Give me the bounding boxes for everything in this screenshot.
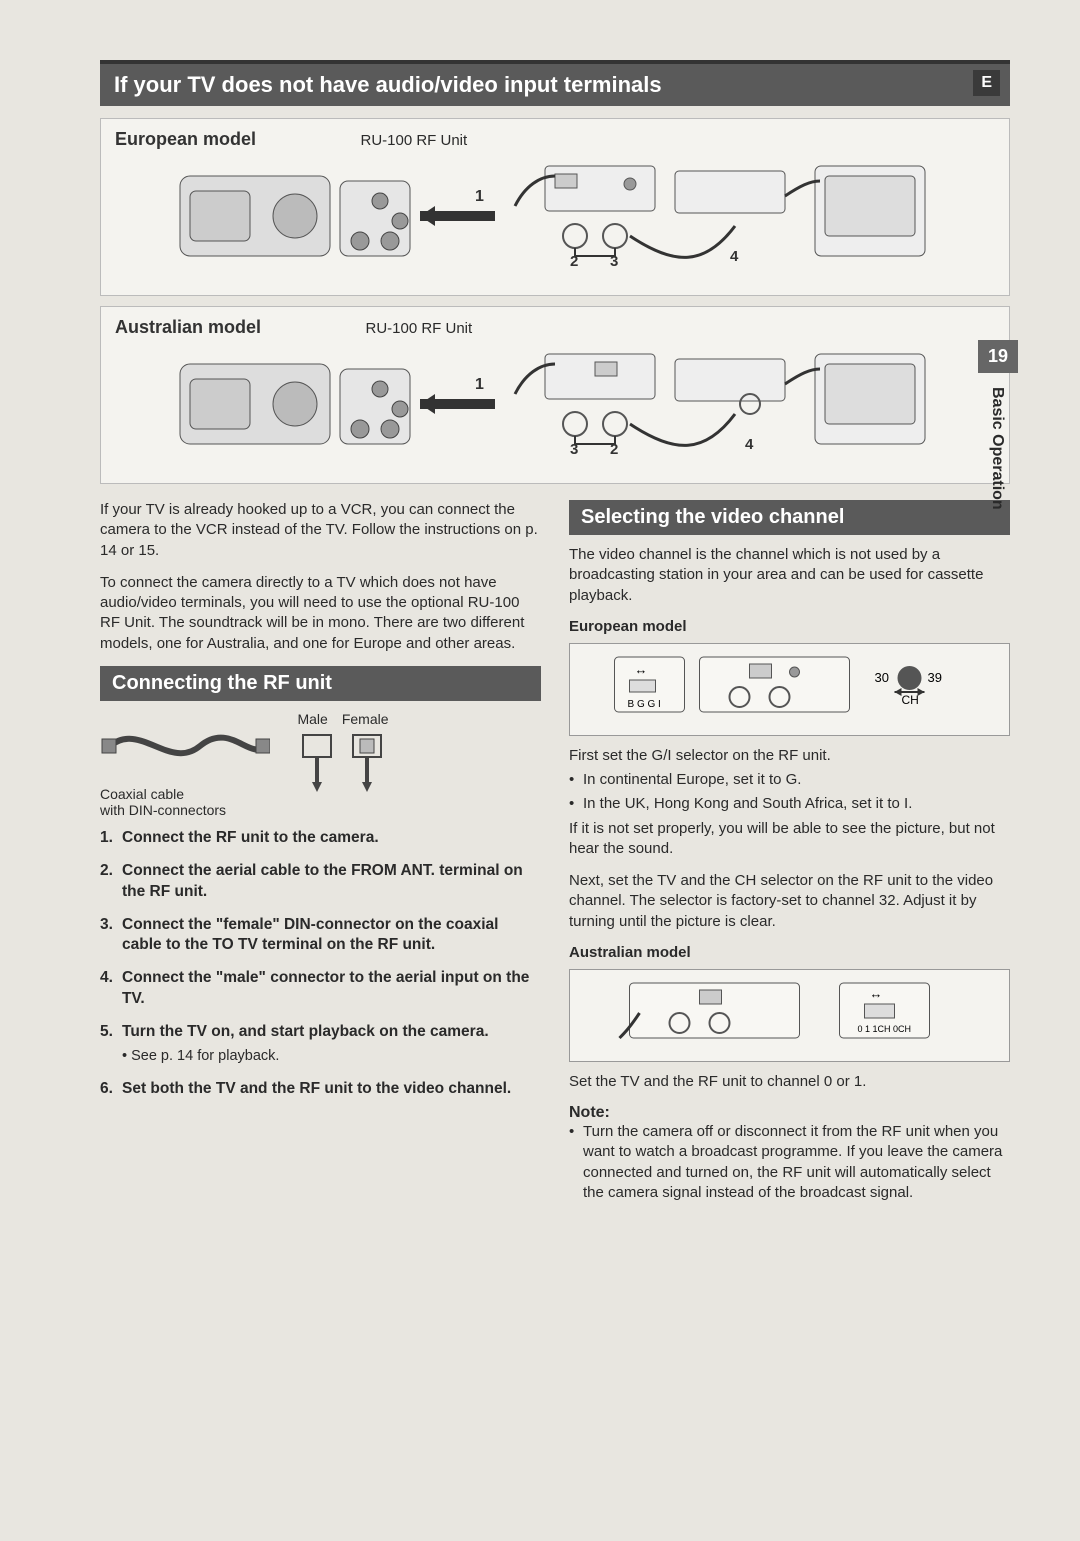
page-number: 19 xyxy=(978,340,1018,373)
diagram-australian: Australian model RU-100 RF Unit 1 3 2 xyxy=(100,306,1010,484)
svg-text:0 1 1CH 0CH: 0 1 1CH 0CH xyxy=(858,1024,912,1034)
euro-body1: First set the G/I selector on the RF uni… xyxy=(569,746,1010,766)
diagram-australian-rf-label: RU-100 RF Unit xyxy=(365,320,472,337)
note-bullets: Turn the camera off or disconnect it fro… xyxy=(569,1122,1010,1203)
male-label: Male xyxy=(297,711,327,727)
steps-list: Connect the RF unit to the camera. Conne… xyxy=(100,828,541,1100)
euro-bullet-1: In continental Europe, set it to G. xyxy=(569,770,1010,790)
svg-text:30: 30 xyxy=(875,670,889,685)
corner-marker: E xyxy=(973,70,1000,96)
step-5: Turn the TV on, and start playback on th… xyxy=(100,1022,541,1066)
svg-text:↔: ↔ xyxy=(635,662,648,677)
aus-body: Set the TV and the RF unit to channel 0 … xyxy=(569,1072,1010,1092)
intro-p1: If your TV is already hooked up to a VCR… xyxy=(100,500,541,561)
euro-bullet-2: In the UK, Hong Kong and South Africa, s… xyxy=(569,794,1010,814)
step-6: Set both the TV and the RF unit to the v… xyxy=(100,1079,541,1100)
diagram-european-title: European model xyxy=(115,129,256,150)
step-2: Connect the aerial cable to the FROM ANT… xyxy=(100,861,541,903)
page-tab: 19 Basic Operation xyxy=(978,340,1018,510)
step-5-sub: • See p. 14 for playback. xyxy=(122,1047,541,1067)
svg-text:CH: CH xyxy=(902,693,919,707)
diagram-australian-title: Australian model xyxy=(115,317,261,338)
selecting-banner: Selecting the video channel xyxy=(569,500,1010,535)
step-3: Connect the "female" DIN-connector on th… xyxy=(100,915,541,957)
svg-text:↔: ↔ xyxy=(870,986,883,1001)
selecting-intro: The video channel is the channel which i… xyxy=(569,545,1010,606)
right-column: Selecting the video channel The video ch… xyxy=(569,500,1010,1207)
euro-body3: Next, set the TV and the CH selector on … xyxy=(569,871,1010,932)
female-label: Female xyxy=(342,711,389,727)
svg-text:4: 4 xyxy=(745,436,754,453)
euro-body2: If it is not set properly, you will be a… xyxy=(569,819,1010,860)
intro-p2: To connect the camera directly to a TV w… xyxy=(100,573,541,654)
svg-text:B G G I: B G G I xyxy=(628,699,661,710)
left-column: If your TV is already hooked up to a VCR… xyxy=(100,500,541,1207)
note-bullet: Turn the camera off or disconnect it fro… xyxy=(569,1122,1010,1203)
aus-rf-diagram: ↔ 0 1 1CH 0CH xyxy=(569,969,1010,1062)
euro-bullets: In continental Europe, set it to G. In t… xyxy=(569,770,1010,815)
svg-text:1: 1 xyxy=(475,376,484,393)
euro-head: European model xyxy=(569,618,1010,635)
step-4: Connect the "male" connector to the aeri… xyxy=(100,968,541,1010)
connector-illustration: Coaxial cable with DIN-connectors Male F… xyxy=(100,711,541,818)
section-side-label: Basic Operation xyxy=(988,387,1006,510)
euro-rf-diagram: ↔ B G G I 30 39 CH xyxy=(569,643,1010,736)
coax-caption: Coaxial cable with DIN-connectors xyxy=(100,786,270,818)
note-head: Note: xyxy=(569,1104,1010,1122)
diagram-australian-svg: 1 3 2 4 xyxy=(115,344,995,464)
svg-text:39: 39 xyxy=(928,670,942,685)
svg-text:4: 4 xyxy=(730,248,739,265)
step-1: Connect the RF unit to the camera. xyxy=(100,828,541,849)
diagram-european-rf-label: RU-100 RF Unit xyxy=(360,132,467,149)
diagram-european: European model RU-100 RF Unit 1 xyxy=(100,118,1010,296)
diagram-european-svg: 1 2 3 4 xyxy=(115,156,995,276)
svg-text:1: 1 xyxy=(475,188,484,205)
connecting-banner: Connecting the RF unit xyxy=(100,666,541,701)
aus-head: Australian model xyxy=(569,944,1010,961)
main-banner: If your TV does not have audio/video inp… xyxy=(100,64,1010,106)
